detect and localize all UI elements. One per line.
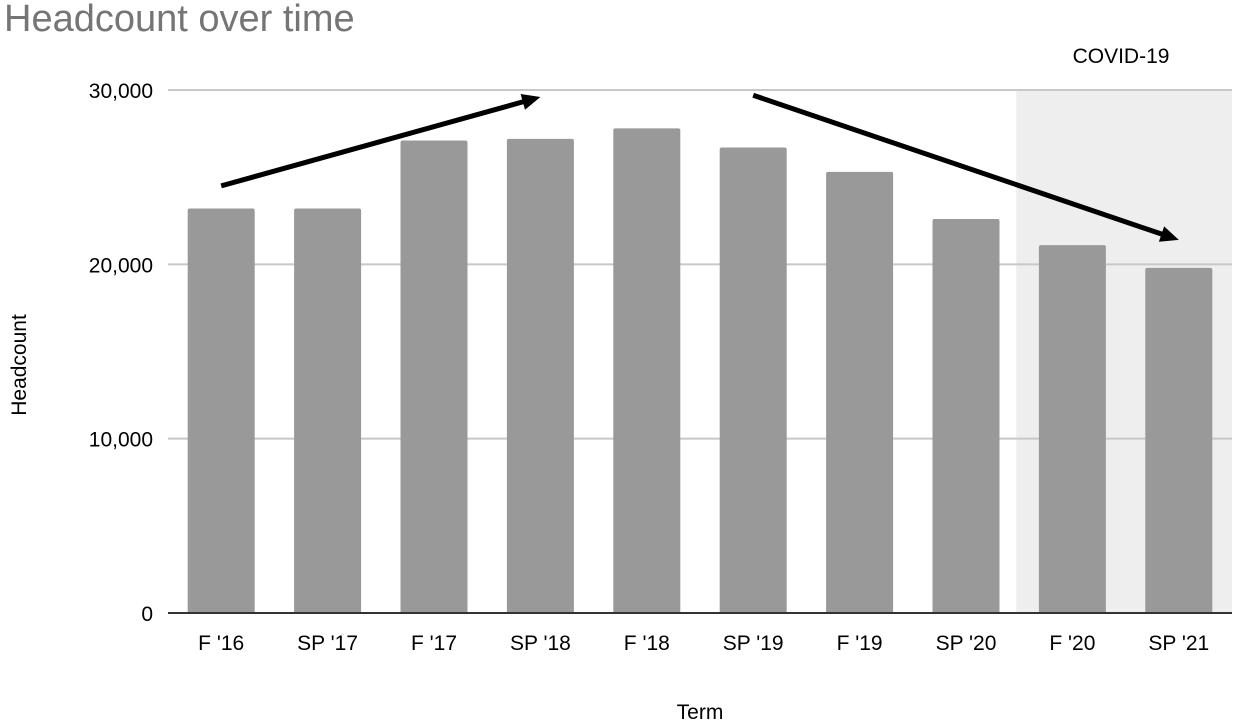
x-tick-label: SP '17: [297, 632, 358, 655]
x-tick-label: F '19: [837, 632, 883, 655]
bar: [1145, 267, 1213, 613]
y-tick-label: 10,000: [89, 429, 153, 452]
x-tick-label: F '18: [624, 632, 670, 655]
bar: [826, 171, 894, 614]
trend-arrow: [752, 92, 1179, 242]
x-tick-label: SP '21: [1148, 632, 1209, 655]
bar: [506, 138, 574, 613]
bar: [400, 140, 468, 613]
x-tick-label: F '16: [198, 632, 244, 655]
x-tick-label: F '17: [411, 632, 457, 655]
bar: [613, 128, 681, 613]
bar: [294, 208, 362, 613]
covid-annotation: COVID-19: [1073, 45, 1170, 68]
y-tick-label: 0: [141, 603, 153, 626]
chart-title: Headcount over time: [4, 0, 355, 40]
x-tick-label: SP '20: [936, 632, 997, 655]
bar: [187, 208, 255, 613]
y-tick-label: 30,000: [89, 80, 153, 103]
x-tick-label: F '20: [1049, 632, 1095, 655]
x-axis-title: Term: [677, 701, 724, 724]
bar: [932, 219, 1000, 614]
bar: [719, 147, 787, 613]
trend-arrow: [220, 94, 541, 189]
bar: [1038, 245, 1106, 613]
y-axis-title: Headcount: [8, 314, 31, 416]
x-tick-label: SP '19: [723, 632, 784, 655]
y-tick-label: 20,000: [89, 254, 153, 277]
x-tick-label: SP '18: [510, 632, 571, 655]
